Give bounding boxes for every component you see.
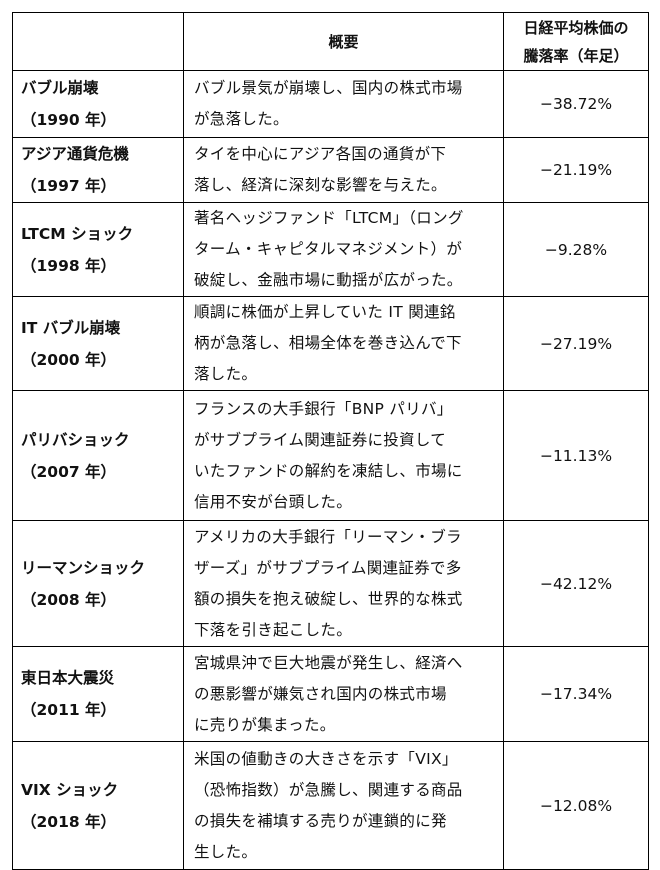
description-line: 著名ヘッジファンド「LTCM」（ロング <box>194 209 464 227</box>
description-cell: 順調に株価が上昇していた IT 関連銘 柄が急落し、相場全体を巻き込んで下 落した。 <box>183 296 504 391</box>
description-line: 落した。 <box>194 365 258 383</box>
event-name: LTCM ショック <box>21 224 134 243</box>
change-cell: −21.19% <box>503 137 649 203</box>
crisis-table: 概要 日経平均株価の 騰落率（年足） バブル崩壊 （1990 年） バブル景気が崩壊… <box>12 12 649 870</box>
event-cell: VIX ショック （2018 年） <box>12 741 184 870</box>
description-line: の悪影響が嫌気され国内の株式市場 <box>194 684 447 703</box>
description-line: アメリカの大手銀行「リーマン・ブラ <box>194 527 462 546</box>
change-cell: −27.19% <box>503 296 649 391</box>
table-row: バブル崩壊 （1990 年） バブル景気が崩壊し、国内の株式市場 が急落した。 −38.… <box>12 70 649 138</box>
description-line: （恐怖指数）が急騰し、関連する商品 <box>194 780 463 799</box>
description-line: 信用不安が台頭した。 <box>194 492 353 511</box>
description-line: に売りが集まった。 <box>194 715 336 734</box>
description-line: 米国の値動きの大きさを示す「VIX」 <box>194 749 458 768</box>
table-row: IT バブル崩壊 （2000 年） 順調に株価が上昇していた IT 関連銘 柄が急落し… <box>12 296 649 391</box>
description-line: いたファンドの解約を凍結し、市場に <box>194 461 463 480</box>
event-name: リーマンショック <box>21 558 146 577</box>
description-line: 順調に株価が上昇していた IT 関連銘 <box>194 303 456 321</box>
table-body: バブル崩壊 （1990 年） バブル景気が崩壊し、国内の株式市場 が急落した。 −38.… <box>12 70 649 870</box>
table-row: LTCM ショック （1998 年） 著名ヘッジファンド「LTCM」（ロング ターム・… <box>12 202 649 297</box>
event-name: パリバショック <box>21 430 130 449</box>
header-text: 日経平均株価の <box>523 18 629 37</box>
description-line: 柄が急落し、相場全体を巻き込んで下 <box>194 334 462 352</box>
event-cell: IT バブル崩壊 （2000 年） <box>12 296 184 391</box>
table-row: 東日本大震災 （2011 年） 宮城県沖で巨大地震が発生し、経済へ の悪影響が嫌気され… <box>12 646 649 742</box>
description-cell: 米国の値動きの大きさを示す「VIX」 （恐怖指数）が急騰し、関連する商品 の損失を補… <box>183 741 504 870</box>
description-cell: フランスの大手銀行「BNP パリバ」 がサブプライム関連証券に投資して いたファンド… <box>183 390 504 521</box>
event-name: IT バブル崩壊 <box>21 318 121 337</box>
event-year: （1997 年） <box>21 177 117 195</box>
event-cell: パリバショック （2007 年） <box>12 390 184 521</box>
description-cell: タイを中心にアジア各国の通貨が下 落し、経済に深刻な影響を与えた。 <box>183 137 504 203</box>
description-line: 宮城県沖で巨大地震が発生し、経済へ <box>194 653 463 672</box>
description-line: フランスの大手銀行「BNP パリバ」 <box>194 399 453 418</box>
header-cell: 日経平均株価の 騰落率（年足） <box>503 12 649 71</box>
table-row: アジア通貨危機 （1997 年） タイを中心にアジア各国の通貨が下 落し、経済に深刻な… <box>12 137 649 203</box>
event-cell: リーマンショック （2008 年） <box>12 520 184 647</box>
event-year: （1990 年） <box>21 111 117 129</box>
description-cell: バブル景気が崩壊し、国内の株式市場 が急落した。 <box>183 70 504 138</box>
header-text: 概要 <box>328 33 359 51</box>
description-line: がサブプライム関連証券に投資して <box>194 430 447 449</box>
description-cell: 著名ヘッジファンド「LTCM」（ロング ターム・キャピタルマネジメント）が 破綻し、… <box>183 202 504 297</box>
table-row: リーマンショック （2008 年） アメリカの大手銀行「リーマン・ブラ ザーズ」がサブ… <box>12 520 649 647</box>
description-line: タイを中心にアジア各国の通貨が下 <box>194 145 447 163</box>
description-line: の損失を補填する売りが連鎖的に発 <box>194 811 447 830</box>
header-text: 騰落率（年足） <box>523 46 629 65</box>
change-cell: −42.12% <box>503 520 649 647</box>
event-year: （2000 年） <box>21 350 117 369</box>
change-cell: −38.72% <box>503 70 649 138</box>
change-cell: −12.08% <box>503 741 649 870</box>
table-row: VIX ショック （2018 年） 米国の値動きの大きさを示す「VIX」 （恐怖指数）… <box>12 741 649 870</box>
table-row: パリバショック （2007 年） フランスの大手銀行「BNP パリバ」 がサブプライム… <box>12 390 649 521</box>
event-cell: バブル崩壊 （1990 年） <box>12 70 184 138</box>
description-cell: アメリカの大手銀行「リーマン・ブラ ザーズ」がサブプライム関連証券で多 額の損失を抱… <box>183 520 504 647</box>
description-line: ザーズ」がサブプライム関連証券で多 <box>194 558 462 577</box>
description-line: 生した。 <box>194 842 258 861</box>
description-line: が急落した。 <box>194 110 289 128</box>
header-cell: 概要 <box>183 12 504 71</box>
event-year: （2018 年） <box>21 812 117 831</box>
description-line: ターム・キャピタルマネジメント）が <box>194 240 463 258</box>
event-year: （1998 年） <box>21 256 117 275</box>
event-year: （2008 年） <box>21 590 117 609</box>
description-line: 下落を引き起こした。 <box>194 620 353 639</box>
event-name: VIX ショック <box>21 780 119 799</box>
event-cell: 東日本大震災 （2011 年） <box>12 646 184 742</box>
description-line: 額の損失を抱え破綻し、世界的な株式 <box>194 589 463 608</box>
event-name: 東日本大震災 <box>21 669 115 687</box>
change-cell: −9.28% <box>503 202 649 297</box>
event-year: （2007 年） <box>21 462 117 481</box>
header-cell <box>12 12 184 71</box>
change-cell: −17.34% <box>503 646 649 742</box>
description-cell: 宮城県沖で巨大地震が発生し、経済へ の悪影響が嫌気され国内の株式市場 に売りが集まっ… <box>183 646 504 742</box>
change-cell: −11.13% <box>503 390 649 521</box>
event-name: バブル崩壊 <box>21 79 99 97</box>
event-cell: アジア通貨危機 （1997 年） <box>12 137 184 203</box>
description-line: バブル景気が崩壊し、国内の株式市場 <box>194 79 463 97</box>
description-line: 落し、経済に深刻な影響を与えた。 <box>194 176 447 194</box>
header-row: 概要 日経平均株価の 騰落率（年足） <box>12 12 649 71</box>
event-name: アジア通貨危機 <box>21 145 129 163</box>
description-line: 破綻し、金融市場に動揺が広がった。 <box>194 271 463 289</box>
event-cell: LTCM ショック （1998 年） <box>12 202 184 297</box>
event-year: （2011 年） <box>21 701 117 719</box>
